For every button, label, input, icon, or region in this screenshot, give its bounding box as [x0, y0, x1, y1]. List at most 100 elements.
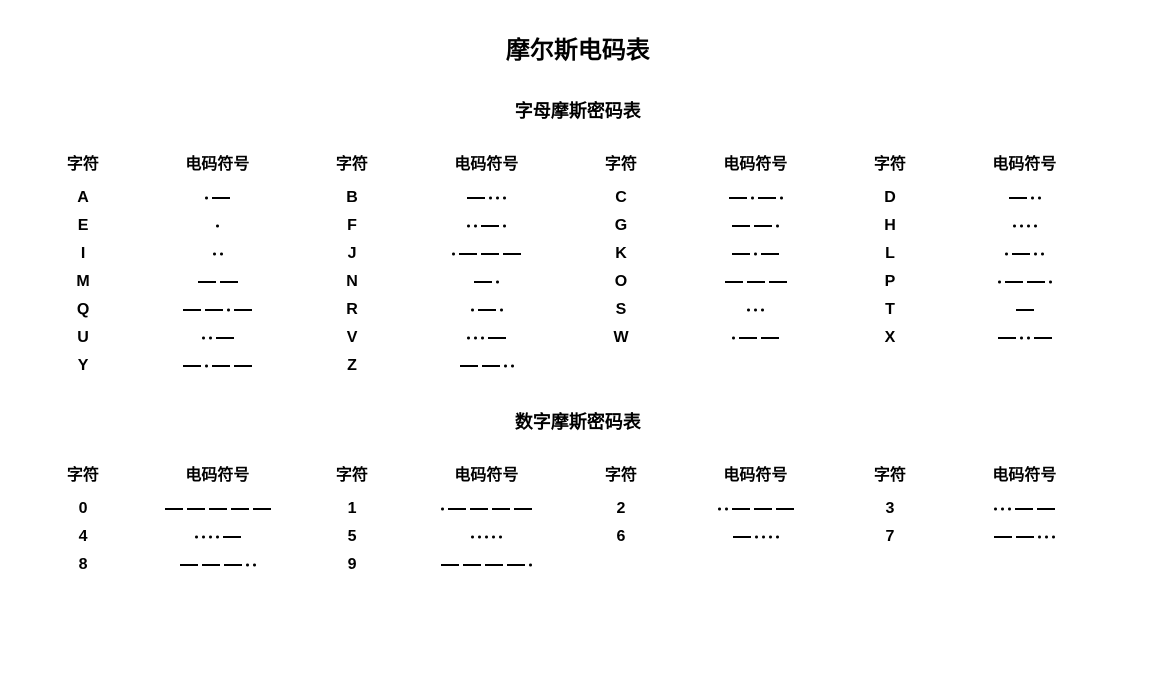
col-header-code: 电码符号	[664, 456, 847, 495]
code-cell	[395, 240, 578, 268]
code-cell	[933, 352, 1116, 380]
char-cell: X	[847, 324, 933, 352]
code-cell	[933, 296, 1116, 324]
char-cell: Q	[40, 296, 126, 324]
col-header-code: 电码符号	[395, 456, 578, 495]
char-cell: P	[847, 268, 933, 296]
char-cell: J	[309, 240, 395, 268]
char-cell: D	[847, 184, 933, 212]
code-cell	[933, 268, 1116, 296]
code-cell	[664, 495, 847, 523]
col-header-code: 电码符号	[664, 145, 847, 184]
char-cell: F	[309, 212, 395, 240]
code-cell	[126, 523, 309, 551]
code-cell	[664, 184, 847, 212]
code-cell	[126, 212, 309, 240]
letter-row: M N O P	[40, 268, 1116, 296]
code-cell	[933, 523, 1116, 551]
letter-section-title: 字母摩斯密码表	[40, 97, 1116, 123]
code-cell	[126, 352, 309, 380]
code-cell	[395, 551, 578, 579]
code-cell	[126, 240, 309, 268]
code-cell	[126, 551, 309, 579]
code-cell	[126, 495, 309, 523]
char-cell: W	[578, 324, 664, 352]
char-cell: 2	[578, 495, 664, 523]
char-cell: K	[578, 240, 664, 268]
char-cell: E	[40, 212, 126, 240]
char-cell: 6	[578, 523, 664, 551]
code-cell	[395, 268, 578, 296]
number-row: 89	[40, 551, 1116, 579]
code-cell	[664, 268, 847, 296]
code-cell	[933, 551, 1116, 579]
code-cell	[664, 352, 847, 380]
char-cell: 9	[309, 551, 395, 579]
letter-row: U V W X	[40, 324, 1116, 352]
col-header-char: 字符	[847, 456, 933, 495]
char-cell: A	[40, 184, 126, 212]
code-cell	[933, 184, 1116, 212]
char-cell: 4	[40, 523, 126, 551]
char-cell: U	[40, 324, 126, 352]
letter-row: I J K L	[40, 240, 1116, 268]
char-cell: 3	[847, 495, 933, 523]
code-cell	[395, 523, 578, 551]
char-cell	[578, 352, 664, 380]
char-cell	[847, 551, 933, 579]
col-header-char: 字符	[309, 145, 395, 184]
page-title: 摩尔斯电码表	[40, 30, 1116, 65]
char-cell: 7	[847, 523, 933, 551]
char-cell	[578, 551, 664, 579]
char-cell: I	[40, 240, 126, 268]
char-cell: L	[847, 240, 933, 268]
code-cell	[395, 352, 578, 380]
char-cell: 0	[40, 495, 126, 523]
char-cell: O	[578, 268, 664, 296]
code-cell	[395, 324, 578, 352]
code-cell	[664, 296, 847, 324]
char-cell: T	[847, 296, 933, 324]
code-cell	[664, 324, 847, 352]
code-cell	[933, 324, 1116, 352]
col-header-char: 字符	[578, 145, 664, 184]
char-cell: H	[847, 212, 933, 240]
code-cell	[664, 212, 847, 240]
letter-row: A B C D	[40, 184, 1116, 212]
code-cell	[933, 240, 1116, 268]
col-header-char: 字符	[847, 145, 933, 184]
col-header-char: 字符	[578, 456, 664, 495]
code-cell	[126, 324, 309, 352]
char-cell: B	[309, 184, 395, 212]
col-header-code: 电码符号	[126, 456, 309, 495]
letter-table: 字符 电码符号 字符 电码符号 字符 电码符号 字符 电码符号 ABCDEFGH…	[40, 145, 1116, 380]
letter-row: YZ	[40, 352, 1116, 380]
code-cell	[395, 212, 578, 240]
char-cell: M	[40, 268, 126, 296]
code-cell	[126, 184, 309, 212]
char-cell: Y	[40, 352, 126, 380]
char-cell: 8	[40, 551, 126, 579]
number-header-row: 字符 电码符号 字符 电码符号 字符 电码符号 字符 电码符号	[40, 456, 1116, 495]
code-cell	[664, 240, 847, 268]
code-cell	[126, 268, 309, 296]
char-cell: 5	[309, 523, 395, 551]
code-cell	[933, 495, 1116, 523]
letter-row: EFGH	[40, 212, 1116, 240]
letter-header-row: 字符 电码符号 字符 电码符号 字符 电码符号 字符 电码符号	[40, 145, 1116, 184]
char-cell: R	[309, 296, 395, 324]
char-cell: C	[578, 184, 664, 212]
code-cell	[126, 296, 309, 324]
char-cell: 1	[309, 495, 395, 523]
col-header-char: 字符	[40, 145, 126, 184]
code-cell	[395, 184, 578, 212]
char-cell: N	[309, 268, 395, 296]
number-table: 字符 电码符号 字符 电码符号 字符 电码符号 字符 电码符号 0 1 2 3 4 5 6 7…	[40, 456, 1116, 579]
char-cell: V	[309, 324, 395, 352]
col-header-code: 电码符号	[933, 456, 1116, 495]
char-cell	[847, 352, 933, 380]
col-header-char: 字符	[40, 456, 126, 495]
code-cell	[933, 212, 1116, 240]
col-header-code: 电码符号	[933, 145, 1116, 184]
code-cell	[664, 523, 847, 551]
